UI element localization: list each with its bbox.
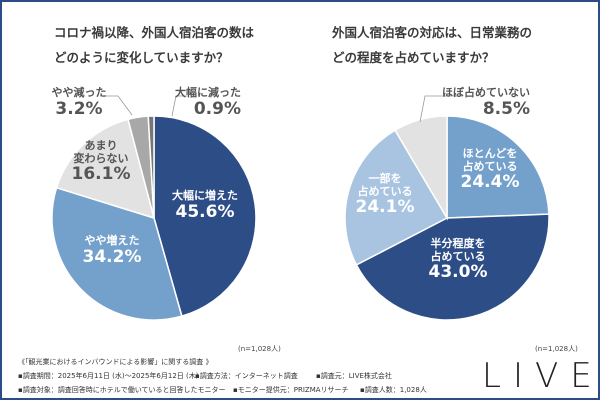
pie1-slice-2: [51, 186, 183, 321]
slice-label-large-increase: 大幅に増えた 45.6%: [172, 189, 238, 222]
slice-label-large-decrease: 大幅に減った 0.9%: [175, 86, 241, 119]
chart1-title: コロナ禍以降、外国人宿泊客の数は どのように変化していますか？: [54, 20, 254, 70]
pie2-slice-1: [446, 115, 550, 219]
pie1-slice-3: [55, 118, 156, 220]
chart1-title-line1: コロナ禍以降、外国人宿泊客の数は: [54, 25, 255, 40]
chart2-sample-size: (n=1,028人): [535, 345, 578, 353]
chart1-title-line2: どのように変化していますか？: [54, 50, 229, 65]
pie1-slice-1: [153, 115, 257, 318]
survey-count: ▪調査人数：1,028人: [360, 386, 427, 394]
slice-label-half: 半分程度を 占めている 43.0%: [428, 237, 488, 283]
chart2-title-line1: 外国人宿泊客の対応は、日常業務の: [332, 25, 533, 40]
monitor-provider: ▪モニター提供元：PRIZMAリサーチ: [233, 386, 349, 394]
slice-label-hardly: ほぼ占めていない 8.5%: [442, 86, 530, 119]
survey-period: ▪調査期間：2025年6月11日 (水)～2025年6月12日 (木): [18, 372, 199, 380]
survey-source: ▪調査元：LIVE株式会社: [316, 372, 392, 380]
leader-line-1: [100, 95, 133, 116]
leader-line-3: [419, 95, 462, 123]
leader-line-2: [171, 95, 188, 117]
chart2-title-line2: どの程度を占めていますか？: [332, 50, 495, 65]
chart1-sample-size: (n=1,028人): [238, 345, 281, 353]
slice-label-slight-increase: やや増えた 34.2%: [82, 234, 142, 267]
slice-label-slight-decrease: やや減った 3.2%: [51, 86, 107, 119]
chart2-title: 外国人宿泊客の対応は、日常業務の どの程度を占めていますか？: [332, 20, 532, 70]
survey-method: ▪調査方法：インターネット調査: [195, 372, 298, 380]
slice-label-no-change: あまり 変わらない 16.1%: [71, 139, 131, 185]
survey-name: 《「観光業におけるインバウンドによる影響」に関する調査 》: [18, 358, 213, 366]
pie2-slice-3: [344, 129, 449, 266]
live-logo: LIVE: [482, 356, 600, 396]
survey-target: ▪調査対象：調査回答時にホテルで働いていると回答したモニター: [18, 386, 226, 394]
slice-label-most: ほとんどを 占めている 24.4%: [460, 147, 520, 193]
slice-label-part: 一部を 占めている 24.1%: [355, 172, 415, 218]
pie1-slice-5: [147, 115, 155, 219]
